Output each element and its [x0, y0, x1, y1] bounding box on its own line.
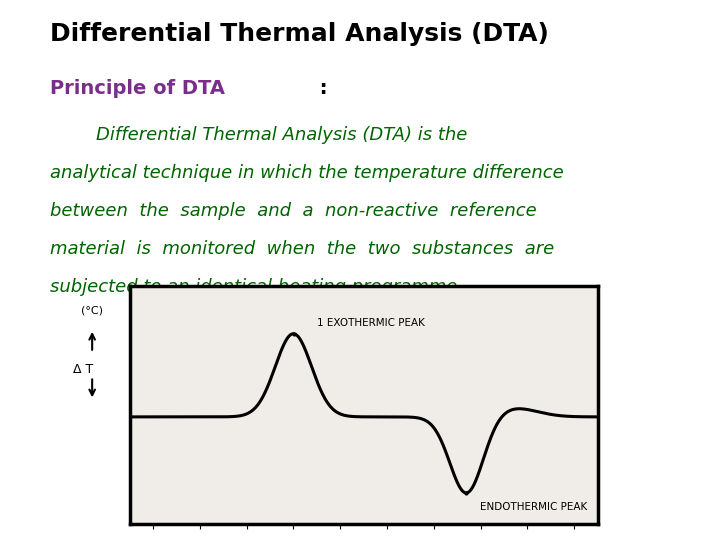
Text: (°C): (°C)	[81, 305, 103, 315]
Text: Principle of DTA: Principle of DTA	[50, 79, 225, 98]
Text: Δ T: Δ T	[73, 363, 93, 376]
Text: Differential Thermal Analysis (DTA): Differential Thermal Analysis (DTA)	[50, 23, 549, 46]
Text: ENDOTHERMIC PEAK: ENDOTHERMIC PEAK	[480, 502, 588, 512]
Text: Differential Thermal Analysis (DTA) is the: Differential Thermal Analysis (DTA) is t…	[50, 126, 468, 144]
Text: analytical technique in which the temperature difference: analytical technique in which the temper…	[50, 164, 564, 183]
Text: :: :	[313, 79, 328, 98]
X-axis label: TEMPERATURE → (°C): TEMPERATURE → (°C)	[304, 539, 423, 540]
Text: material  is  monitored  when  the  two  substances  are: material is monitored when the two subst…	[50, 240, 554, 258]
Text: 1 EXOTHERMIC PEAK: 1 EXOTHERMIC PEAK	[317, 318, 425, 328]
Text: subjected to an identical heating programme.: subjected to an identical heating progra…	[50, 278, 464, 296]
Text: between  the  sample  and  a  non-reactive  reference: between the sample and a non-reactive re…	[50, 202, 537, 220]
